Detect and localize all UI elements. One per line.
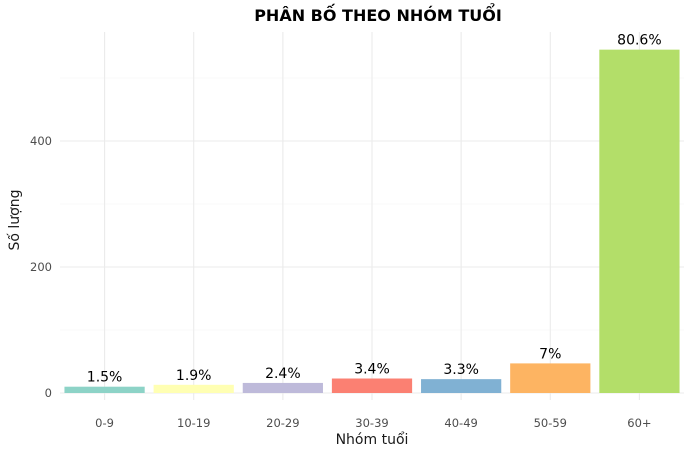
- y-axis-label: Số lượng: [6, 190, 23, 251]
- data-label-40-49: 3.3%: [443, 362, 479, 378]
- chart-title: PHÂN BỐ THEO NHÓM TUỔI: [254, 3, 502, 25]
- data-label-30-39: 3.4%: [354, 362, 390, 378]
- grid: [60, 32, 684, 400]
- data-label-10-19: 1.9%: [176, 368, 212, 384]
- x-tick-60+: 60+: [627, 416, 651, 430]
- y-tick-labels: 0 200 400: [30, 134, 52, 400]
- x-tick-labels: 0-9 10-19 20-29 30-39 40-49 50-59 60+: [95, 416, 651, 430]
- bar-50-59: [510, 363, 591, 393]
- data-label-60+: 80.6%: [617, 33, 661, 49]
- x-tick-30-39: 30-39: [355, 416, 388, 430]
- x-tick-50-59: 50-59: [534, 416, 567, 430]
- y-tick-0: 0: [45, 386, 52, 400]
- bars: [64, 49, 680, 394]
- bar-0-9: [64, 386, 145, 393]
- x-axis-label: Nhóm tuổi: [336, 431, 409, 448]
- bar-40-49: [421, 379, 502, 393]
- y-tick-400: 400: [30, 134, 52, 148]
- x-tick-10-19: 10-19: [177, 416, 210, 430]
- x-tick-20-29: 20-29: [266, 416, 299, 430]
- data-label-50-59: 7%: [539, 346, 561, 362]
- bar-30-39: [331, 378, 413, 393]
- data-label-20-29: 2.4%: [265, 366, 301, 382]
- x-tick-40-49: 40-49: [444, 416, 477, 430]
- bar-60+: [599, 49, 680, 394]
- data-labels: 1.5% 1.9% 2.4% 3.4% 3.3% 7% 80.6%: [87, 33, 662, 386]
- x-tick-0-9: 0-9: [95, 416, 114, 430]
- bar-10-19: [153, 384, 234, 393]
- bar-20-29: [242, 382, 323, 393]
- y-tick-200: 200: [30, 260, 52, 274]
- data-label-0-9: 1.5%: [87, 370, 123, 386]
